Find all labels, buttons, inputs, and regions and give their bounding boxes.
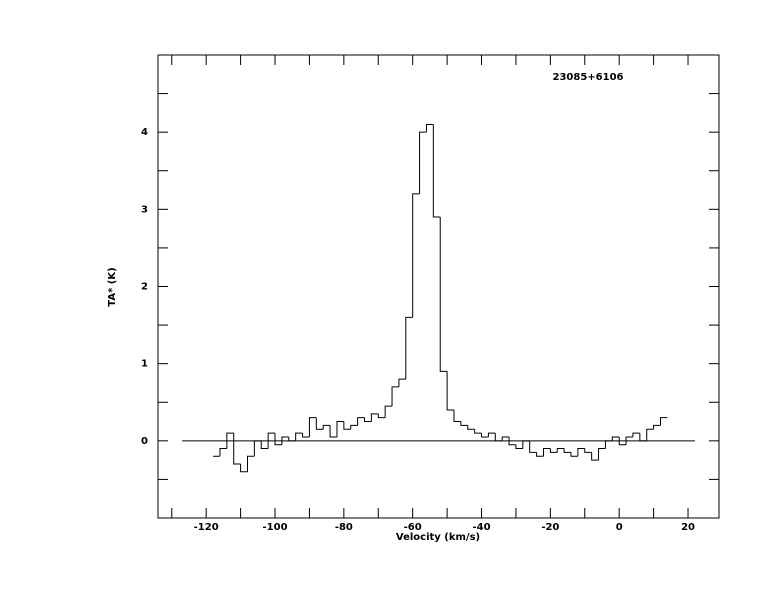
spectrum-step <box>267 432 276 449</box>
spectrum-step <box>398 378 406 387</box>
spectrum-step <box>577 448 585 457</box>
spectrum-step <box>460 421 468 426</box>
spectrum-step <box>384 405 393 418</box>
x-tick-label: -60 <box>404 522 422 533</box>
y-tick-label: 1 <box>141 359 148 370</box>
x-tick-label: -20 <box>541 522 559 533</box>
spectrum-step <box>549 448 558 453</box>
plot-frame <box>157 54 720 519</box>
spectrum-step <box>419 131 427 194</box>
spectrum-step <box>377 413 386 419</box>
x-tick-label: 0 <box>616 522 623 533</box>
spectrum-step <box>487 432 496 437</box>
spectrum-step <box>632 432 640 437</box>
spectrum-step <box>350 424 358 430</box>
spectrum-step <box>542 448 551 457</box>
spectrum-step <box>322 424 331 430</box>
x-tick-label: -80 <box>335 522 353 533</box>
spectrum-step <box>246 455 255 472</box>
spectrum-step <box>336 421 344 437</box>
x-tick-label: -120 <box>194 522 219 533</box>
spectrum-step <box>536 452 544 457</box>
spectrum-step <box>481 433 489 438</box>
y-tick-label: 2 <box>141 282 148 293</box>
spectrum-step <box>425 123 434 133</box>
spectrum-step <box>446 371 454 411</box>
spectrum-step <box>584 448 592 453</box>
spectrum-step <box>563 448 572 453</box>
spectrum-step <box>357 417 365 426</box>
x-tick-label: 20 <box>681 522 695 533</box>
spectrum-step <box>370 413 379 422</box>
spectrum-step <box>364 417 372 423</box>
spectrum-step <box>315 417 324 430</box>
spectrum-step <box>432 124 441 218</box>
spectrum-step <box>494 433 503 442</box>
spectrum-step <box>611 436 620 441</box>
spectrum-step <box>604 440 613 449</box>
spectrum-step <box>219 448 227 457</box>
y-tick-label: 4 <box>141 127 148 138</box>
spectrum-step <box>653 424 661 430</box>
spectrum-step <box>260 440 269 450</box>
spectrum-step <box>508 436 516 446</box>
spectrum-step <box>439 217 448 372</box>
spectrum-step <box>412 193 420 318</box>
y-tick-label: 0 <box>141 436 148 447</box>
y-axis-label: TA* (K) <box>107 267 118 306</box>
spectrum-step <box>522 440 530 449</box>
x-axis-label: Velocity (km/s) <box>396 532 480 543</box>
spectrum-step <box>295 432 303 441</box>
x-tick-label: -100 <box>263 522 288 533</box>
spectrum-step <box>598 448 606 461</box>
spectrum-step <box>618 436 627 446</box>
spectrum-step <box>233 433 241 465</box>
spectrum-step <box>529 440 537 453</box>
spectrum-step <box>501 436 510 441</box>
spectrum-step <box>281 436 289 445</box>
spectrum-step <box>515 444 523 450</box>
spectrum-step <box>591 452 599 461</box>
spectrum-step <box>646 428 654 441</box>
spectrum-step <box>659 417 668 426</box>
chart-title: 23085+6106 <box>552 72 623 83</box>
spectrum-step <box>274 433 282 446</box>
spectrum-step <box>474 429 482 434</box>
spectrum-step <box>288 436 296 442</box>
x-tick-label: -40 <box>472 522 490 533</box>
spectrum-step <box>343 421 351 430</box>
spectrum-step <box>226 432 234 449</box>
spectrum-step <box>570 452 578 457</box>
spectrum-step <box>453 409 461 423</box>
spectrum-step <box>467 425 475 430</box>
spectrum-step <box>556 448 565 453</box>
spectrum-step <box>639 433 647 442</box>
spectrum-step <box>253 440 262 457</box>
spectrum-step <box>329 425 337 438</box>
spectrum-step <box>405 316 413 380</box>
spectrum-step <box>302 433 310 438</box>
spectrum-step <box>240 463 248 473</box>
spectrum-step <box>391 386 399 407</box>
y-tick-label: 3 <box>141 204 148 215</box>
spectrum-step <box>308 417 317 437</box>
spectrum-step <box>625 436 633 445</box>
